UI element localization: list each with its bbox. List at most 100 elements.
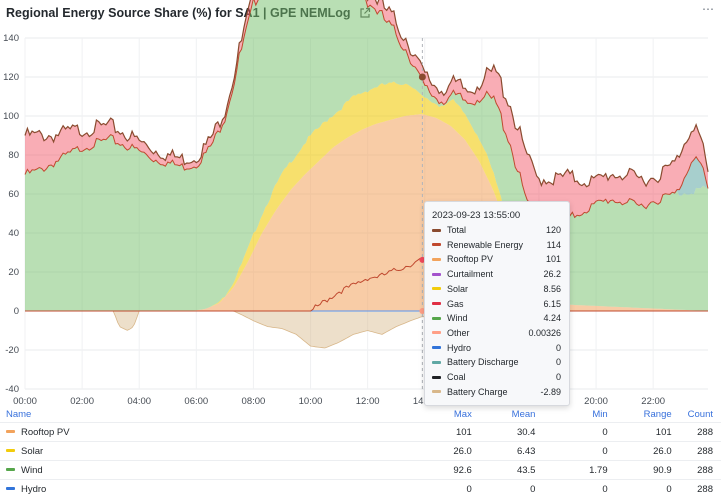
y-axis-ticks: 140 120 100 80 60 40 20 0 -20 -40: [3, 33, 19, 395]
tooltip-row-value: 120: [545, 225, 561, 235]
tooltip-row-value: 8.56: [543, 283, 561, 294]
tooltip-row: Hydro 0: [432, 341, 561, 355]
tooltip-row: Gas 6.15: [432, 297, 561, 311]
legend-header-range[interactable]: Range: [643, 408, 672, 420]
tooltip-row: Renewable Energy 114: [432, 238, 561, 252]
legend-cell-mean: 30.4: [479, 422, 544, 442]
legend-row-name[interactable]: Solar: [21, 445, 44, 457]
tooltip-row-name: Renewable Energy: [447, 239, 524, 250]
tooltip-swatch-icon: [432, 331, 441, 335]
legend-header-min[interactable]: Min: [592, 408, 608, 420]
legend-cell-range: 26.0: [615, 441, 680, 461]
legend-cell-range: 101: [615, 422, 680, 442]
legend-cell-count: 288: [679, 441, 721, 461]
legend-header-max[interactable]: Max: [453, 408, 472, 420]
tooltip-swatch-icon: [432, 390, 441, 394]
legend-table: Name Max Mean Min Range Count Rooftop PV…: [0, 406, 721, 498]
legend-swatch-icon: [6, 449, 15, 453]
legend-cell-mean: 0: [479, 479, 544, 498]
tooltip-row-name: Total: [447, 225, 467, 235]
tooltip-row-name: Solar: [447, 283, 469, 294]
legend-cell-max: 0: [407, 479, 480, 498]
tooltip-row-name: Battery Discharge: [447, 357, 519, 368]
legend-cell-min: 1.79: [543, 460, 616, 480]
hover-marker: [418, 73, 426, 81]
tooltip-swatch-icon: [432, 228, 441, 232]
tooltip-row: Rooftop PV 101: [432, 252, 561, 266]
legend-cell-count: 288: [679, 422, 721, 442]
legend-cell-count: 288: [679, 460, 721, 480]
y-tick-label: -40: [5, 384, 19, 395]
tooltip-row-name: Rooftop PV: [447, 254, 494, 265]
x-tick-label: 04:00: [127, 396, 151, 406]
x-tick-label: 22:00: [641, 396, 665, 406]
legend-cell-range: 90.9: [615, 460, 680, 480]
tooltip-row-name: Coal: [447, 372, 466, 382]
legend-cell-max: 26.0: [407, 441, 480, 461]
legend-swatch-icon: [6, 430, 15, 434]
x-tick-label: 00:00: [13, 396, 37, 406]
legend-row-solar[interactable]: Solar 26.0 6.43 0 26.0 288: [0, 441, 721, 461]
legend-row-wind[interactable]: Wind 92.6 43.5 1.79 90.9 288: [0, 460, 721, 480]
y-tick-label: 20: [8, 267, 19, 278]
hover-marker: [419, 308, 426, 314]
x-tick-label: 12:00: [356, 396, 380, 406]
tooltip-row-name: Other: [447, 327, 470, 338]
legend-cell-max: 92.6: [407, 460, 480, 480]
legend-row-hydro[interactable]: Hydro 0 0 0 0 288: [0, 479, 721, 498]
y-tick-label: 120: [3, 72, 19, 83]
tooltip-row: Wind 4.24: [432, 311, 561, 325]
y-tick-label: 60: [8, 189, 19, 200]
tooltip-swatch-icon: [432, 257, 441, 261]
tooltip-swatch-icon: [432, 360, 441, 364]
x-tick-label: 08:00: [242, 396, 266, 406]
legend-row-rooftop-pv[interactable]: Rooftop PV 101 30.4 0 101 288: [0, 422, 721, 442]
tooltip-row-value: 26.2: [543, 269, 561, 280]
tooltip-swatch-icon: [432, 302, 441, 305]
tooltip-row: Curtailment 26.2: [432, 267, 561, 281]
tooltip-row-value: 0: [555, 342, 561, 353]
tooltip-swatch-icon: [432, 272, 441, 276]
y-tick-label: 80: [8, 150, 19, 161]
tooltip-row: Solar 8.56: [432, 282, 561, 296]
legend-row-name[interactable]: Hydro: [21, 483, 47, 495]
tooltip-row-name: Curtailment: [447, 269, 494, 280]
tooltip-row-value: 114: [546, 239, 561, 250]
tooltip-row-value: 0.00326: [528, 327, 561, 338]
x-tick-label: 02:00: [70, 396, 94, 406]
tooltip-row-value: 4.24: [543, 313, 561, 324]
tooltip-row: Other 0.00326: [432, 326, 561, 340]
tooltip-row-name: Gas: [447, 298, 464, 309]
y-tick-label: 40: [8, 228, 19, 239]
tooltip-swatch-icon: [432, 287, 441, 291]
tooltip-row: Coal 0: [432, 370, 561, 384]
legend-cell-min: 0: [543, 441, 616, 461]
tooltip-row: Battery Charge -2.89: [432, 385, 561, 399]
tooltip-row-value: -2.89: [540, 386, 561, 397]
legend-row-name[interactable]: Rooftop PV: [21, 426, 70, 438]
x-tick-label: 06:00: [184, 396, 208, 406]
legend-cell-mean: 43.5: [479, 460, 544, 480]
tooltip-row-value: 0: [555, 372, 561, 382]
tooltip-row-value: 6.15: [543, 298, 561, 309]
legend-header-count[interactable]: Count: [687, 408, 713, 420]
legend-header-row: Name Max Mean Min Range Count: [0, 406, 721, 423]
energy-share-chart[interactable]: 140 120 100 80 60 40 20 0 -20 -40 00:00 02:00 04:00…: [0, 0, 721, 406]
tooltip-row: Total 120: [432, 223, 561, 237]
y-tick-label: 140: [3, 33, 19, 44]
legend-cell-min: 0: [543, 422, 616, 442]
tooltip-swatch-icon: [432, 346, 441, 350]
tooltip-row-value: 101: [545, 254, 561, 265]
tooltip-row-name: Wind: [447, 313, 468, 324]
tooltip-swatch-icon: [432, 316, 441, 320]
legend-row-name[interactable]: Wind: [21, 464, 43, 476]
legend-swatch-icon: [6, 487, 15, 491]
legend-cell-min: 0: [543, 479, 616, 498]
x-tick-label: 10:00: [299, 396, 323, 406]
line-total: [24, 0, 709, 188]
legend-header-mean[interactable]: Mean: [511, 408, 536, 420]
panel-menu-icon[interactable]: ⋯: [702, 2, 715, 16]
legend-header-name[interactable]: Name: [6, 408, 32, 420]
hover-crosshair: [418, 38, 426, 389]
line-curtailment: [25, 257, 708, 312]
